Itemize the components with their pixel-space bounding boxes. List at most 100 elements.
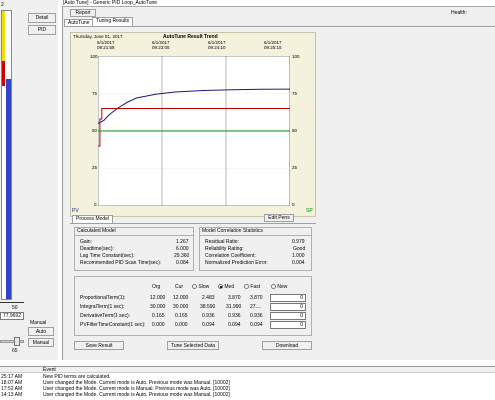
calc-scan-value: 0.084 [176, 260, 189, 266]
correlation-group [199, 227, 312, 271]
manual-button[interactable]: Manual [28, 338, 54, 347]
tuning-slow-value: 2.483 [202, 295, 215, 301]
correlation-divider [200, 235, 311, 236]
tuning-org-value: 12.000 [150, 295, 166, 301]
y-tick-left-25: 25 [92, 165, 98, 170]
tab-tuning-results[interactable]: Tuning Results [92, 17, 134, 26]
tuning-org-value: 0.000 [152, 322, 165, 328]
speed-option-slow[interactable]: Slow [192, 284, 209, 290]
output-slider-thumb[interactable] [14, 337, 20, 346]
tuning-header-org: Org [152, 284, 161, 290]
y-tick-left-75: 75 [92, 91, 98, 96]
tuning-med-value: 31.990 [226, 304, 242, 310]
trend-date-label: Thursday, June 01, 2017 [73, 34, 123, 39]
y-tick-right-100: 100 [292, 54, 300, 59]
y-tick-left-0: 0 [94, 202, 97, 207]
sp-axis-label: SP [306, 208, 313, 214]
pv-bar-red [2, 61, 5, 86]
tuning-row-label: IntegralTerm(1 sec): [80, 304, 125, 310]
tuning-fast-value: 3.870 [250, 295, 263, 301]
time-tick-0-time: 09:21:58 [97, 45, 115, 50]
calc-deadtime-value: 6.000 [176, 246, 189, 252]
y-tick-left-100: 100 [90, 54, 98, 59]
corr-reliability-label: Reliability Rating: [205, 246, 244, 252]
plot-series [98, 88, 290, 147]
event-text: User changed the Mode. Current mode is A… [43, 380, 230, 386]
scale-bottom-label: 50 [12, 305, 18, 311]
tuning-new-input[interactable]: 0 [270, 312, 306, 320]
tuning-slow-value: 38.590 [200, 304, 216, 310]
output-slider-track[interactable] [0, 340, 24, 343]
slow-radio[interactable] [192, 284, 197, 290]
y-tick-right-75: 75 [292, 91, 298, 96]
tuning-org-value: 30.000 [150, 304, 166, 310]
tuning-fast-value: 0.936 [250, 313, 263, 319]
time-tick-2-date: 6/1/2017 [208, 40, 226, 45]
tab-process-model[interactable]: Process Model [72, 215, 114, 224]
fast-radio[interactable] [244, 284, 249, 290]
tune-selected-data-button[interactable]: Tune Selected Data [167, 341, 219, 350]
trend-plot-area [98, 56, 290, 206]
tuning-cur-value: 12.000 [173, 295, 189, 301]
calculated-model-divider [75, 235, 193, 236]
y-tick-right-50: 50 [292, 128, 298, 133]
tuning-fast-value: 0.094 [250, 322, 263, 328]
event-text: User changed the Mode. Current mode is M… [43, 386, 230, 392]
faceplate-divider [0, 302, 24, 303]
med-radio[interactable] [218, 284, 223, 290]
event-log-header-row [0, 367, 495, 373]
tuning-row-label: PVFilterTimeConstant(1 sec): [80, 322, 146, 328]
med-label: Med [224, 284, 235, 290]
edit-pens-button[interactable]: Edit Pens [264, 214, 294, 222]
calc-scan-label: Recommended PID Scan Time(sec): [80, 260, 162, 266]
mode-label: Manual [30, 320, 47, 326]
auto-button[interactable]: Auto [28, 327, 54, 336]
tuning-new-input[interactable]: 0 [270, 303, 306, 311]
window-title-bar: [Auto Tune] - Generic PID Loop_AutoTune [62, 0, 495, 7]
corr-residual-label: Residual Ratio: [205, 239, 239, 245]
correlation-title: Model Correlation Statistics [202, 228, 263, 234]
slider-value-label: 65 [12, 348, 18, 354]
event-time: 17:52 AM [1, 386, 23, 392]
corr-coefficient-label: Correlation Coefficient: [205, 253, 256, 259]
calc-lag-value: 29.360 [174, 253, 190, 259]
report-button[interactable]: Report [70, 9, 96, 17]
calc-gain-label: Gain: [80, 239, 92, 245]
tuning-new-input[interactable]: 0 [270, 321, 306, 329]
corr-residual-value: 0.979 [292, 239, 305, 245]
y-tick-right-0: 0 [292, 202, 295, 207]
corr-reliability-value: Good [293, 246, 306, 252]
time-tick-1-time: 09:23:05 [152, 45, 170, 50]
y-tick-right-25: 25 [292, 165, 298, 170]
calculated-model-group [74, 227, 194, 271]
speed-option-med[interactable]: Med [218, 284, 234, 290]
tuning-slow-value: 0.094 [202, 322, 215, 328]
tuning-fast-value: 27.... [250, 304, 262, 310]
speed-option-fast[interactable]: Fast [244, 284, 260, 290]
pv-axis-label: PV [72, 208, 79, 214]
calc-lag-label: Lag Time Constant(sec): [80, 253, 135, 259]
event-time: 18:07 AM [1, 380, 23, 386]
health-label: Health: [451, 10, 467, 16]
calc-deadtime-label: Deadtime(sec): [80, 246, 114, 252]
trend-series-line-0 [98, 88, 290, 124]
process-model-border [70, 223, 316, 224]
y-tick-left-50: 50 [92, 128, 98, 133]
pid-button[interactable]: PID [28, 25, 56, 35]
event-text: User changed the Mode. Current mode is A… [43, 392, 230, 398]
detail-button[interactable]: Detail [28, 13, 56, 23]
time-tick-0-date: 6/1/2017 [97, 40, 115, 45]
speed-option-new[interactable]: New [271, 284, 287, 290]
faceplate-top-label: 2 [1, 2, 4, 8]
tuning-med-value: 0.094 [228, 322, 241, 328]
new-radio[interactable] [271, 284, 276, 290]
tuning-row-label: ProportionalTerm(1): [80, 295, 126, 301]
download-button[interactable]: Download [262, 341, 312, 350]
tuning-new-input[interactable]: 0 [270, 294, 306, 302]
pv-value-readout: 77.9692 [0, 312, 24, 320]
tuning-cur-value: 0.165 [175, 313, 188, 319]
trend-series-line-1 [98, 108, 290, 147]
event-time: 14:13 AM [1, 392, 23, 398]
new-label: New [277, 284, 288, 290]
save-result-button[interactable]: Save Result [74, 341, 124, 350]
